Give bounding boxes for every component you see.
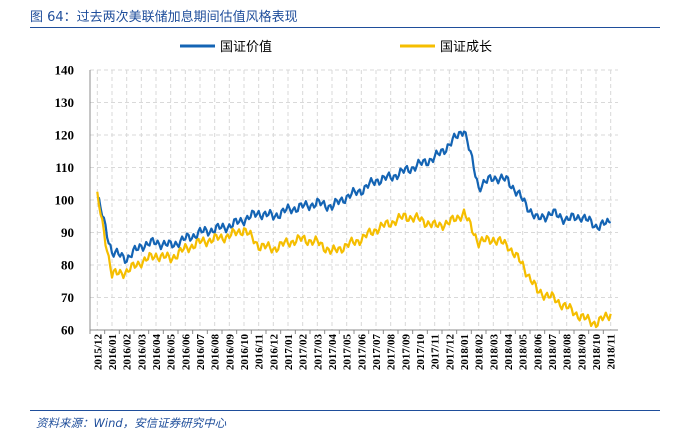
y-tick-labels: 140 130 120 110 100 90 80 70 60 (55, 63, 75, 338)
x-tick-label: 2018/01 (459, 334, 471, 370)
x-tick-label: 2018/03 (488, 334, 500, 371)
x-tick-label: 2016/04 (151, 334, 163, 371)
x-tick-label: 2016/05 (166, 334, 178, 371)
x-tick-label: 2016/07 (195, 334, 207, 371)
source-note: 资料来源：Wind，安信证券研究中心 (36, 416, 227, 430)
x-tick-label: 2017/08 (386, 334, 398, 371)
x-tick-label: 2018/06 (532, 334, 544, 371)
x-tick-label: 2017/12 (444, 334, 456, 371)
x-tick-label: 2015/12 (92, 334, 104, 371)
x-tick-label: 2018/04 (503, 334, 515, 371)
x-tick-label: 2016/08 (210, 334, 222, 371)
x-tick-label: 2018/10 (591, 334, 603, 371)
x-tick-label: 2018/02 (474, 334, 486, 371)
x-tick-label: 2017/10 (415, 334, 427, 371)
series-lines (96, 128, 612, 329)
x-tick-label: 2018/08 (562, 334, 574, 371)
legend-label-series-2: 国证成长 (440, 40, 492, 55)
y-tick-label: 70 (61, 290, 74, 305)
x-tick-label: 2016/06 (180, 334, 192, 371)
y-tick-label: 110 (55, 160, 74, 175)
y-tick-label: 140 (55, 63, 75, 78)
y-tick-label: 120 (55, 128, 75, 143)
x-tick-label: 2017/09 (400, 334, 412, 371)
x-tick-label: 2017/03 (312, 334, 324, 371)
source-rule (30, 410, 660, 411)
legend[interactable]: 国证价值 国证成长 (180, 39, 492, 55)
x-tick-label: 2017/05 (342, 334, 354, 371)
x-tick-label: 2017/06 (356, 334, 368, 371)
title-rule (30, 27, 660, 28)
x-tick-label: 2016/02 (122, 334, 134, 371)
x-tick-label: 2018/11 (606, 334, 618, 369)
x-tick-label: 2016/12 (268, 334, 280, 371)
x-tick-label: 2018/05 (518, 334, 530, 371)
y-tick-label: 130 (55, 95, 75, 110)
x-tick-label: 2017/07 (371, 334, 383, 371)
x-tick-label: 2016/10 (239, 334, 251, 371)
x-tick-labels: 2015/12 2016/01 2016/02 2016/03 2016/04 2016/… (92, 334, 617, 371)
x-tick-label: 2017/02 (298, 334, 310, 371)
x-tick-label: 2017/11 (430, 334, 442, 369)
x-tick-label: 2018/07 (547, 334, 559, 371)
y-tick-label: 90 (61, 225, 74, 240)
x-tick-label: 2017/01 (283, 334, 295, 370)
x-tick-label: 2017/04 (327, 334, 339, 371)
axes (89, 70, 618, 331)
x-tick-label: 2016/11 (254, 334, 266, 369)
y-tick-label: 100 (55, 193, 75, 208)
series-line-1 (96, 130, 612, 264)
grid (89, 69, 618, 334)
legend-label-series-1: 国证价值 (220, 39, 272, 55)
series-line-2 (96, 191, 612, 329)
y-tick-label: 60 (61, 323, 74, 338)
x-tick-label: 2016/09 (224, 334, 236, 371)
x-tick-label: 2018/09 (576, 334, 588, 371)
x-tick-label: 2016/01 (107, 334, 119, 370)
figure-title: 图 64：过去两次美联储加息期间估值风格表现 (30, 10, 298, 25)
x-tick-label: 2016/03 (136, 334, 148, 371)
y-tick-label: 80 (61, 258, 74, 273)
